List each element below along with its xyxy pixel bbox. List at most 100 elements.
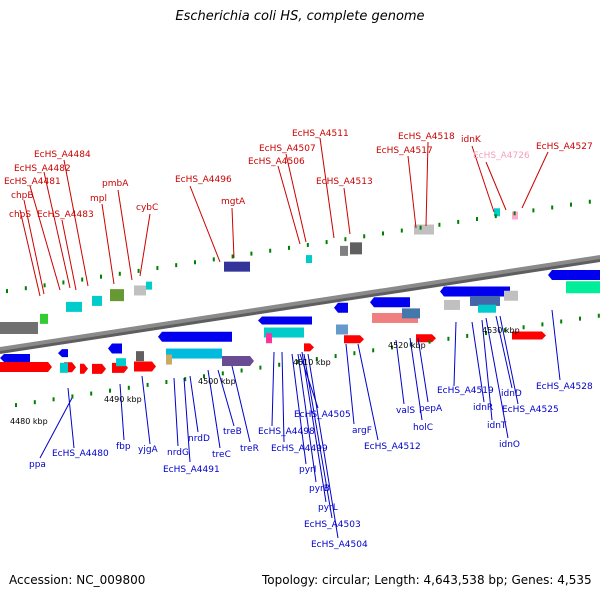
gene-label: yjgA [138, 445, 159, 455]
gene-label: EcHS_A4507 [259, 144, 316, 154]
tick-dot [259, 365, 262, 370]
tick-dot [52, 397, 55, 402]
reverse-gene-arrow [440, 286, 510, 297]
tick-dot [90, 391, 93, 396]
gene-label: treB [223, 427, 242, 437]
tick-dot [62, 280, 65, 285]
tick-dot [231, 254, 234, 259]
tick-dot [438, 222, 441, 227]
tick-dot [382, 231, 384, 236]
gene-label: pmbA [102, 179, 129, 189]
tick-dot [81, 277, 84, 282]
tick-dot [156, 266, 159, 271]
tick-dot [372, 348, 375, 353]
leader-line [271, 351, 275, 427]
gene-label: EcHS_A4491 [163, 465, 220, 475]
leader-line [23, 199, 45, 295]
leader-line [231, 365, 251, 443]
tick-dot [391, 345, 393, 350]
tick-dot [306, 242, 309, 247]
tick-dot [588, 199, 591, 204]
tick-dot [146, 382, 149, 387]
genome-backbone-shade [0, 259, 600, 354]
tick-dot [541, 322, 544, 327]
gene-label: pyrL [318, 503, 338, 513]
tick-label: 4510 kbp [293, 358, 331, 367]
feature-tracks [0, 208, 600, 374]
gene-label: argF [352, 426, 372, 436]
feature-box [0, 322, 38, 334]
tick-dot [24, 286, 27, 291]
gene-label: EcHS_A4483 [37, 210, 94, 220]
gene-label: EcHS_A4503 [304, 520, 361, 530]
leader-line [471, 145, 495, 213]
forward-gene-arrow [304, 343, 314, 352]
gene-label: valS [396, 406, 415, 416]
leader-line [29, 185, 61, 291]
feature-box [478, 304, 496, 313]
gene-label: idnO [499, 440, 520, 450]
tick-dot [494, 214, 497, 219]
leader-line [183, 377, 191, 463]
forward-gene-arrow [134, 361, 156, 372]
leader-line [39, 397, 73, 459]
tick-dot [457, 219, 460, 224]
feature-box [402, 308, 420, 319]
tick-dot [278, 362, 281, 367]
leader-line [481, 319, 493, 421]
feature-box [504, 290, 518, 301]
tick-dot [560, 319, 563, 324]
leader-line [343, 187, 351, 235]
tick-dot [71, 394, 74, 399]
gene-label: mgtA [221, 197, 246, 207]
tick-dot [15, 403, 17, 408]
tick-dot [579, 316, 581, 321]
tick-dot [203, 374, 205, 379]
gene-label: EcHS_A4528 [536, 382, 593, 392]
genome-summary-text: Topology: circular; Length: 4,643,538 bp… [262, 573, 592, 587]
gene-label: nrdG [167, 448, 189, 458]
feature-box [134, 285, 146, 296]
leader-line [499, 315, 519, 405]
leader-line [551, 309, 561, 381]
gene-label: EcHS_A4496 [175, 175, 232, 185]
gene-label: EcHS_A4484 [34, 150, 91, 160]
leader-line [297, 353, 317, 483]
tick-dot [428, 339, 431, 344]
leader-line [217, 369, 235, 427]
gene-label: EcHS_A4513 [316, 177, 373, 187]
tick-dot [597, 313, 600, 318]
tick-dot [184, 377, 187, 382]
leader-line [63, 159, 89, 287]
tick-label: 4530 kbp [482, 326, 520, 335]
leader-line [299, 353, 319, 409]
reverse-gene-arrow [334, 302, 348, 313]
gene-label: EcHS_A4499 [271, 444, 328, 454]
tick-dot [485, 331, 487, 336]
gene-label: idnR [473, 403, 493, 413]
tick-dot [109, 388, 111, 393]
feature-box [166, 354, 172, 365]
forward-gene-arrow [222, 355, 254, 366]
gene-label: EcHS_A4480 [52, 449, 109, 459]
gene-label: EcHS_A4726 [473, 151, 530, 161]
leader-line [285, 153, 307, 243]
tick-dot [513, 211, 516, 216]
gene-label: EcHS_A4512 [364, 442, 421, 452]
leader-line [291, 353, 307, 465]
feature-box [266, 333, 272, 344]
tick-dots [6, 199, 600, 408]
tick-dot [221, 371, 224, 376]
tick-dot [118, 271, 121, 276]
gene-label: nrdD [188, 434, 210, 444]
gene-label: EcHS_A4518 [398, 132, 455, 142]
gene-label: EcHS_A4519 [437, 386, 494, 396]
tick-dot [297, 359, 299, 364]
tick-dot [240, 368, 243, 373]
tick-dot [194, 260, 196, 265]
gene-label: EcHS_A4525 [502, 405, 559, 415]
tick-dot [503, 328, 506, 333]
gene-label: pyrI [299, 465, 316, 475]
feature-box [146, 281, 152, 290]
kbp-tick-labels: 4480 kbp 4490 kbp 4500 kbp 4510 kbp 4520… [10, 326, 520, 426]
